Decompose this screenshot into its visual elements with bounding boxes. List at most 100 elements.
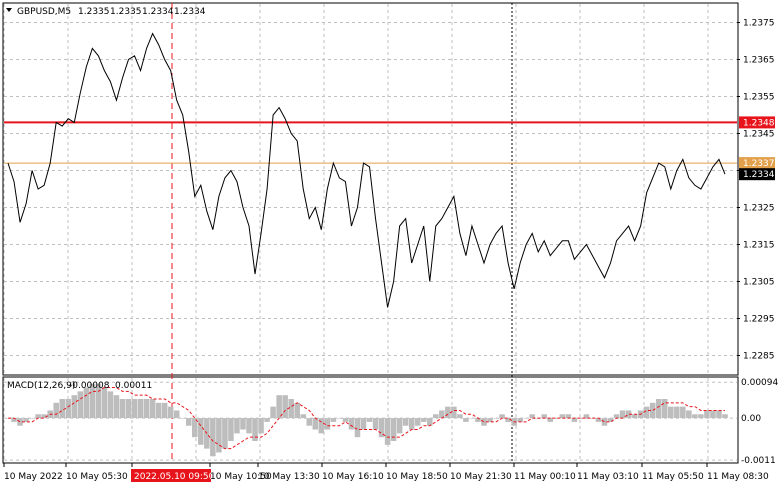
macd-bar — [125, 399, 132, 419]
macd-bar — [451, 406, 457, 419]
macd-bar — [95, 383, 102, 419]
macd-bar — [420, 418, 427, 422]
macd-bar — [445, 406, 451, 419]
macd-bar — [716, 410, 722, 419]
macd-bar — [571, 418, 578, 422]
macd-bar — [661, 399, 668, 419]
macd-bar — [655, 399, 662, 419]
price-panel[interactable] — [2, 2, 739, 376]
price-grid — [3, 4, 737, 374]
macd-bar — [342, 418, 349, 422]
level-price-badge: 1.2337 — [743, 159, 775, 169]
macd-bar — [529, 414, 535, 419]
macd-bar — [631, 414, 638, 419]
resistance-price-badge-bg — [739, 116, 775, 129]
macd-bar — [119, 399, 126, 419]
time-tick-label: 10 May 18:50 — [386, 472, 448, 482]
macd-bar — [505, 418, 511, 422]
macd-bar — [23, 418, 29, 422]
macd-bar — [312, 418, 319, 430]
macd-bar — [161, 402, 168, 419]
macd-bar — [348, 418, 355, 430]
macd-bar — [710, 410, 716, 419]
macd-bar — [11, 418, 17, 422]
macd-bar — [583, 414, 590, 419]
time-tick-label: 10 May 10:50 — [210, 472, 272, 482]
macd-bar — [131, 399, 138, 419]
macd-bar — [402, 418, 409, 426]
macd-bar — [414, 418, 421, 426]
macd-bar — [167, 406, 174, 419]
macd-bar — [198, 418, 204, 445]
time-tick-label: 10 May 05:30 — [66, 472, 128, 482]
macd-bar — [517, 418, 523, 422]
macd-bar — [408, 418, 415, 430]
macd-bar — [276, 395, 282, 419]
macd-bar — [722, 414, 728, 419]
macd-bar — [553, 418, 560, 419]
resistance-price-badge: 1.2348 — [743, 118, 775, 128]
macd-bar — [499, 414, 505, 419]
macd-bar — [192, 418, 198, 438]
macd-histogram — [5, 383, 728, 457]
macd-bar — [619, 410, 626, 419]
macd-bar — [360, 418, 367, 430]
macd-bar — [463, 418, 469, 422]
macd-bar — [475, 418, 481, 422]
macd-bar — [149, 399, 156, 419]
macd-tick-label: 0.00094 — [741, 378, 778, 388]
price-tick-label: 1.2355 — [743, 93, 775, 103]
close-value: 1.2334 — [174, 7, 206, 17]
macd-bar — [306, 418, 313, 426]
macd-bar — [643, 406, 650, 419]
macd-tick-label: -0.0011 — [741, 456, 776, 466]
macd-bar — [487, 418, 493, 422]
macd-bar — [330, 418, 337, 422]
macd-bar — [101, 387, 108, 419]
level-price-badge-bg — [739, 157, 775, 170]
macd-bar — [457, 414, 463, 419]
price-tick-label: 1.2345 — [743, 130, 775, 140]
macd-bar — [625, 410, 632, 419]
symbol-header[interactable]: GBPUSD,M5 1.2335 1.2335 1.2334 1.2334 — [6, 7, 206, 17]
macd-bar — [77, 391, 84, 419]
open-value: 1.2335 — [78, 7, 110, 17]
macd-bar — [173, 410, 180, 419]
price-line — [7, 32, 726, 308]
macd-bar — [523, 418, 529, 419]
macd-bar — [493, 418, 499, 419]
macd-bar — [686, 410, 692, 419]
indicator-header[interactable]: MACD(12,26,9) -0.00008 0.00011 — [7, 381, 152, 391]
macd-bar — [210, 418, 216, 457]
macd-bar — [143, 399, 150, 419]
macd-bar — [71, 395, 78, 419]
triangle-down-icon[interactable] — [6, 8, 12, 12]
macd-bar — [384, 418, 391, 445]
macd-bar — [65, 399, 72, 419]
macd-tick-label: 0.00 — [741, 414, 761, 424]
macd-bar — [288, 399, 294, 419]
time-tick-label: 10 May 13:30 — [258, 472, 320, 482]
macd-bar — [613, 414, 620, 419]
macd-bar — [107, 391, 114, 419]
macd-bar — [35, 414, 41, 419]
macd-signal-line — [8, 387, 725, 450]
price-tick-label: 1.2305 — [743, 278, 775, 288]
macd-bar — [17, 418, 23, 426]
macd-bar — [258, 418, 264, 434]
macd-bar — [547, 418, 554, 422]
current-price-badge-bg — [739, 168, 775, 181]
macd-bar — [649, 402, 656, 419]
macd-bar — [439, 410, 445, 419]
time-tick-label: 10 May 2022 — [4, 472, 63, 482]
current-price-badge: 1.2334 — [743, 170, 775, 180]
macd-bar — [595, 418, 602, 422]
macd-bar — [390, 418, 397, 441]
macd-bar — [366, 418, 373, 422]
macd-bar — [481, 418, 487, 426]
time-tick-label: 11 May 08:30 — [707, 472, 769, 482]
price-tick-label: 1.2315 — [743, 241, 775, 251]
time-axis: 10 May 2022 10 May 05:30 2022.05.10 09:501… — [3, 463, 769, 482]
macd-bar — [179, 418, 186, 419]
